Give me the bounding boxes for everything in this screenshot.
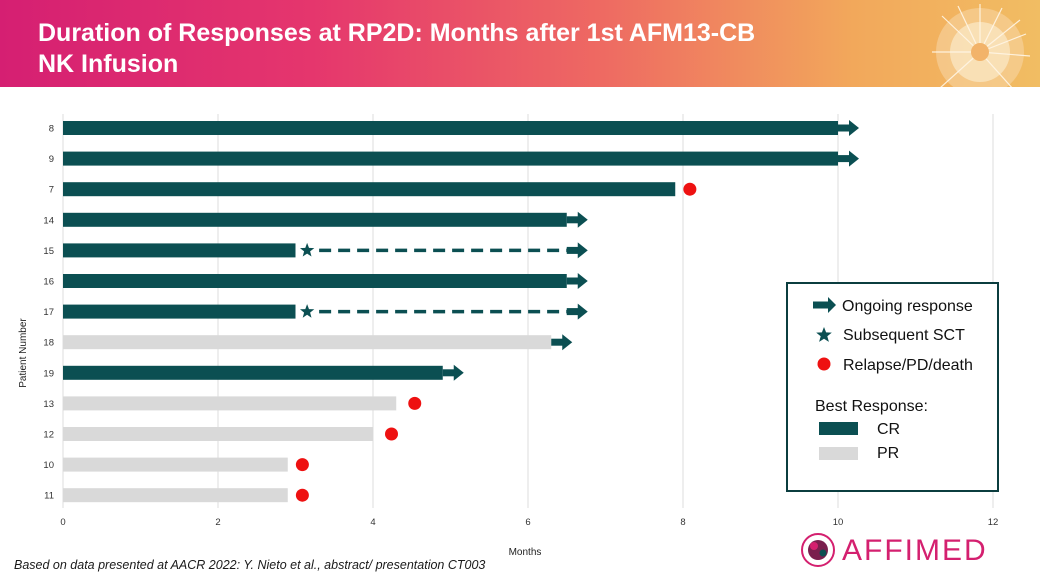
bar-patient-16 xyxy=(63,274,567,288)
y-tick-label: 15 xyxy=(43,246,54,257)
dandelion-icon xyxy=(932,4,1031,87)
y-tick-label: 19 xyxy=(43,368,54,379)
sct-star-marker xyxy=(300,242,315,257)
bar-patient-13 xyxy=(63,396,397,411)
relapse-marker xyxy=(385,427,398,441)
ongoing-arrow-shaft xyxy=(566,277,579,285)
bar-patient-17 xyxy=(63,304,296,319)
bar-patient-14 xyxy=(63,212,567,227)
logo-text: AFFIMED xyxy=(842,534,988,567)
legend-cr-swatch xyxy=(819,422,858,435)
y-tick-label: 7 xyxy=(49,185,54,196)
x-tick-label: 0 xyxy=(60,517,65,528)
y-tick-label: 14 xyxy=(43,215,54,226)
legend-sct-label: Subsequent SCT xyxy=(843,327,965,344)
legend: Ongoing response Subsequent SCT Relapse/… xyxy=(786,282,999,492)
ongoing-arrow-shaft xyxy=(442,369,455,377)
x-tick-label: 6 xyxy=(525,517,530,528)
ongoing-arrow-head xyxy=(577,303,588,320)
ongoing-arrow-head xyxy=(562,334,573,351)
y-axis-title: Patient Number xyxy=(18,318,29,388)
legend-ongoing-item: Ongoing response xyxy=(813,297,973,315)
legend-pr-label: PR xyxy=(877,445,899,462)
legend-cr-label: CR xyxy=(877,421,900,438)
legend-pr-swatch xyxy=(819,447,858,460)
relapse-marker xyxy=(408,396,422,410)
legend-best-response-label: Best Response: xyxy=(815,398,928,415)
ongoing-arrow-head xyxy=(849,150,859,167)
x-axis-title: Months xyxy=(509,547,542,558)
logo-emblem-icon xyxy=(801,533,835,567)
y-tick-label: 11 xyxy=(44,491,54,502)
x-tick-label: 10 xyxy=(833,517,844,528)
x-tick-label: 2 xyxy=(215,517,220,528)
ongoing-arrow-shaft xyxy=(838,155,850,163)
header-banner: Duration of Responses at RP2D: Months af… xyxy=(0,0,1040,87)
bar-patient-9 xyxy=(63,151,838,166)
ongoing-arrow-shaft xyxy=(566,246,579,254)
ongoing-arrow-shaft xyxy=(566,216,579,224)
star-icon xyxy=(816,327,832,342)
ongoing-arrow-head xyxy=(577,242,588,259)
sct-star-marker xyxy=(300,304,315,318)
ongoing-arrow-shaft xyxy=(838,124,850,132)
bar-patient-11 xyxy=(63,488,288,503)
relapse-marker xyxy=(683,182,697,196)
y-tick-label: 16 xyxy=(43,277,54,288)
bar-patient-7 xyxy=(63,182,676,197)
red-dot-icon xyxy=(817,357,831,371)
ongoing-arrow-head xyxy=(849,120,859,136)
y-tick-label: 10 xyxy=(43,460,54,471)
bar-patient-19 xyxy=(63,365,443,380)
bar-patient-18 xyxy=(63,335,552,350)
bar-patient-12 xyxy=(63,427,373,441)
y-tick-label: 13 xyxy=(43,399,54,410)
y-tick-label: 18 xyxy=(43,338,54,349)
affimed-logo: AFFIMED xyxy=(796,528,1016,572)
y-tick-label: 17 xyxy=(43,307,54,318)
x-tick-label: 8 xyxy=(680,517,685,528)
ongoing-arrow-shaft xyxy=(551,338,564,346)
legend-sct-item: Subsequent SCT xyxy=(816,327,965,344)
ongoing-arrow-head xyxy=(577,211,588,228)
x-tick-label: 4 xyxy=(370,517,375,528)
relapse-marker xyxy=(295,488,309,502)
ongoing-arrow-shaft xyxy=(566,308,579,316)
legend-relapse-item: Relapse/PD/death xyxy=(817,357,973,374)
footnote: Based on data presented at AACR 2022: Y.… xyxy=(14,558,486,572)
ongoing-arrow-head xyxy=(577,273,588,289)
legend-relapse-label: Relapse/PD/death xyxy=(843,357,973,374)
bar-patient-8 xyxy=(63,121,838,135)
bar-patient-10 xyxy=(63,457,288,472)
ongoing-arrow-head xyxy=(453,364,464,381)
y-tick-label: 12 xyxy=(43,430,54,441)
arrow-icon xyxy=(828,297,836,313)
y-tick-label: 8 xyxy=(49,124,54,135)
y-tick-label: 9 xyxy=(49,154,54,165)
bar-patient-15 xyxy=(63,243,296,258)
legend-ongoing-label: Ongoing response xyxy=(842,298,973,315)
relapse-marker xyxy=(295,458,309,472)
x-tick-label: 12 xyxy=(988,517,999,528)
page-title: Duration of Responses at RP2D: Months af… xyxy=(38,19,756,78)
